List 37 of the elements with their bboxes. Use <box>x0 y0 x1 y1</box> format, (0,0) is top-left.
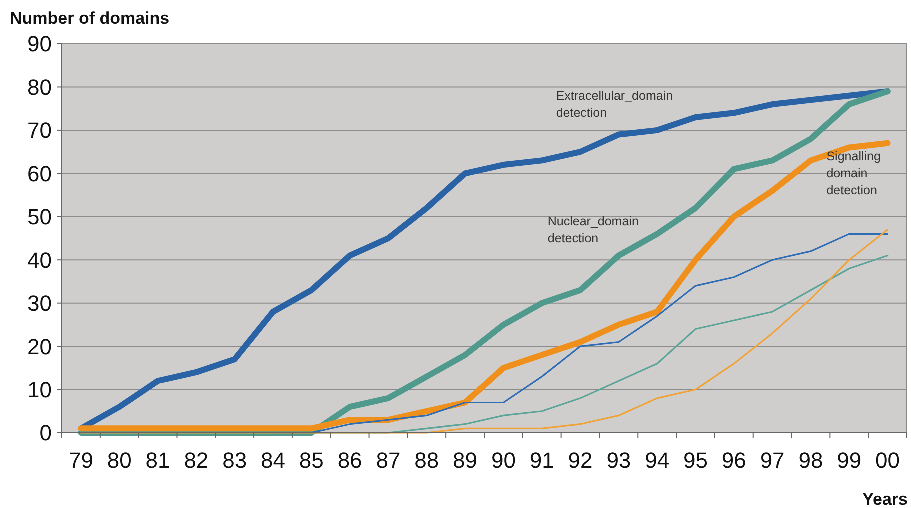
x-tick-label: 97 <box>760 448 785 473</box>
x-tick-label: 82 <box>184 448 209 473</box>
y-tick-label: 60 <box>28 161 52 186</box>
x-tick-label: 91 <box>530 448 554 473</box>
x-tick-label: 95 <box>684 448 708 473</box>
series-label: Nuclear_domain detection <box>548 214 639 246</box>
x-tick-label: 81 <box>146 448 170 473</box>
y-axis-title: Number of domains <box>10 9 170 28</box>
x-tick-label: 00 <box>876 448 900 473</box>
y-tick-label: 50 <box>28 204 52 230</box>
y-tick-label: 10 <box>28 377 52 402</box>
series-label: Extracellular_domain detection <box>556 89 674 120</box>
series-label: Signalling domain detection <box>826 150 881 198</box>
x-tick-label: 94 <box>645 448 670 473</box>
y-tick-label: 30 <box>28 291 52 316</box>
x-tick-label: 86 <box>338 448 362 473</box>
x-tick-label: 83 <box>222 448 248 473</box>
x-tick-label: 79 <box>68 448 94 473</box>
x-tick-label: 99 <box>837 448 862 473</box>
y-tick-label: 20 <box>28 334 52 360</box>
y-tick-label: 40 <box>28 248 52 273</box>
x-tick-label: 85 <box>299 448 324 473</box>
x-tick-label: 80 <box>107 448 132 473</box>
x-tick-label: 92 <box>568 448 593 473</box>
y-tick-label: 70 <box>28 118 52 144</box>
x-tick-label: 98 <box>798 448 824 473</box>
y-tick-label: 90 <box>28 32 52 57</box>
x-tick-label: 96 <box>722 448 746 473</box>
x-tick-label: 87 <box>376 448 401 473</box>
x-tick-label: 84 <box>261 448 286 473</box>
x-tick-label: 90 <box>491 448 516 473</box>
x-tick-label: 89 <box>453 448 478 473</box>
x-tick-label: 93 <box>606 448 632 473</box>
y-tick-label: 0 <box>40 420 52 446</box>
x-axis-title: Years <box>862 490 908 508</box>
x-tick-label: 88 <box>414 448 440 473</box>
y-tick-label: 80 <box>28 74 52 100</box>
